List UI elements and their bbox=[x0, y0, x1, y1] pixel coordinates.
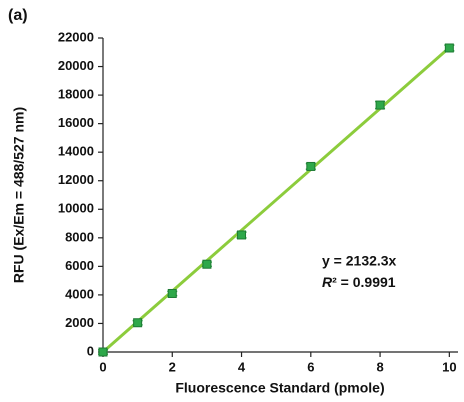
y-tick-label: 4000 bbox=[65, 286, 94, 301]
r-squared: R² = 0.9991 bbox=[322, 274, 396, 290]
y-axis-label: RFU (Ex/Em = 488/527 nm) bbox=[11, 107, 27, 283]
point bbox=[167, 288, 177, 298]
y-tick-label: 12000 bbox=[58, 172, 94, 187]
point bbox=[133, 318, 143, 328]
y-tick-label: 22000 bbox=[58, 29, 94, 44]
y-tick-label: 6000 bbox=[65, 258, 94, 273]
y-tick-label: 10000 bbox=[58, 201, 94, 216]
x-tick-label: 6 bbox=[307, 359, 314, 374]
x-tick-label: 10 bbox=[442, 359, 456, 374]
x-axis-label: Fluorescence Standard (pmole) bbox=[175, 380, 384, 396]
point bbox=[98, 347, 108, 357]
x-tick-label: 4 bbox=[238, 359, 246, 374]
y-tick-label: 0 bbox=[87, 343, 94, 358]
y-tick-label: 18000 bbox=[58, 87, 94, 102]
point bbox=[237, 230, 247, 240]
y-tick-label: 16000 bbox=[58, 115, 94, 130]
point bbox=[444, 43, 454, 53]
fit-equation: y = 2132.3x bbox=[322, 253, 397, 269]
y-tick-label: 20000 bbox=[58, 58, 94, 73]
y-tick-label: 14000 bbox=[58, 144, 94, 159]
point bbox=[202, 259, 212, 269]
y-tick-label: 2000 bbox=[65, 315, 94, 330]
fit-line bbox=[102, 46, 451, 354]
x-tick-label: 0 bbox=[99, 359, 106, 374]
panel-label: (a) bbox=[8, 7, 28, 24]
x-tick-label: 2 bbox=[169, 359, 176, 374]
y-tick-label: 8000 bbox=[65, 229, 94, 244]
point bbox=[306, 161, 316, 171]
point bbox=[375, 100, 385, 110]
x-tick-label: 8 bbox=[376, 359, 383, 374]
